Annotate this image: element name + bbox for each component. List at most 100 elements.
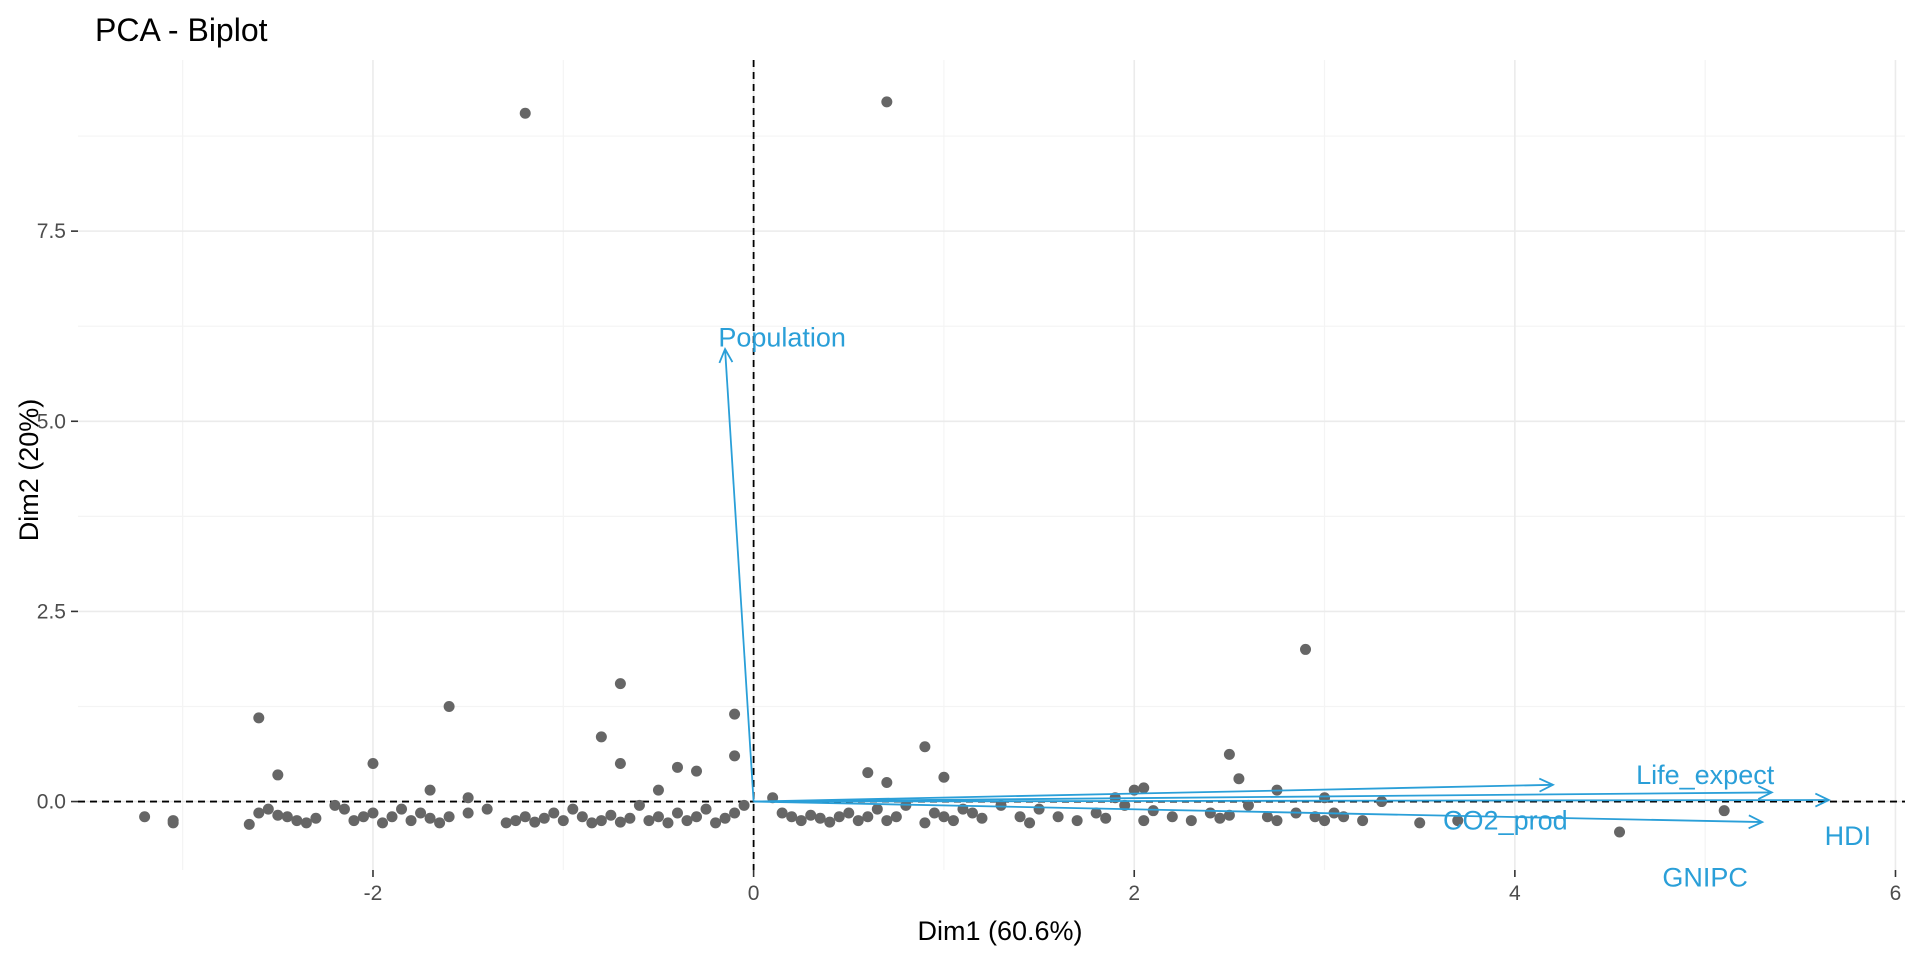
data-point (843, 807, 855, 819)
data-point (938, 771, 950, 783)
data-point (1309, 811, 1321, 823)
data-point (1271, 815, 1283, 827)
data-point (272, 809, 284, 821)
data-point (862, 811, 874, 823)
data-point (691, 811, 703, 823)
data-point (871, 803, 883, 815)
data-point (795, 815, 807, 827)
variable-arrow (753, 791, 1772, 803)
data-point (1100, 812, 1112, 824)
data-point (1090, 807, 1102, 819)
data-point (519, 107, 531, 119)
data-point (434, 817, 446, 829)
data-point (805, 809, 817, 821)
data-point (862, 767, 874, 779)
data-point (881, 815, 893, 827)
variable-label: Population (718, 323, 846, 353)
data-point (919, 741, 931, 753)
y-tick-label: 7.5 (37, 220, 66, 243)
data-point (1033, 803, 1045, 815)
data-point (1300, 643, 1312, 655)
data-point (424, 812, 436, 824)
data-point (671, 761, 683, 773)
data-point (662, 817, 674, 829)
data-point (281, 811, 293, 823)
data-point (1071, 815, 1083, 827)
data-point (377, 817, 388, 829)
data-point (833, 811, 845, 823)
data-point (481, 803, 493, 815)
variable-label: Life_expect (1636, 760, 1775, 790)
data-point (1223, 748, 1235, 760)
data-point (614, 678, 626, 690)
data-point (624, 812, 636, 824)
y-tick-label: 5.0 (37, 410, 66, 433)
data-point (396, 803, 408, 815)
data-point (691, 765, 703, 777)
data-point (529, 816, 541, 828)
x-tick-label: 6 (1890, 882, 1902, 905)
data-point (681, 815, 693, 827)
chart-title: PCA - Biplot (95, 12, 268, 48)
data-point (738, 799, 750, 811)
x-tick-label: -2 (364, 882, 383, 905)
variable-label: HDI (1825, 821, 1872, 851)
data-point (852, 815, 864, 827)
data-point (462, 807, 474, 819)
data-point (776, 807, 788, 819)
data-point (814, 812, 826, 824)
data-point (519, 811, 531, 823)
data-point (995, 799, 1007, 811)
variable-label: GNIPC (1662, 863, 1748, 893)
data-point (253, 807, 265, 819)
data-point (605, 809, 617, 821)
variable-label: CO2_prod (1443, 806, 1568, 836)
data-point (291, 815, 303, 827)
data-point (310, 812, 322, 824)
data-point (652, 811, 664, 823)
data-point (300, 817, 312, 829)
data-point (786, 811, 798, 823)
data-point (976, 812, 988, 824)
data-point (890, 811, 902, 823)
data-point (614, 758, 626, 770)
data-point (1204, 807, 1216, 819)
data-point (919, 817, 931, 829)
data-point (538, 812, 550, 824)
data-point (1119, 799, 1131, 811)
data-point (272, 769, 284, 781)
x-tick-label: 0 (748, 882, 760, 905)
data-point (415, 807, 427, 819)
data-point (595, 815, 607, 827)
data-point (928, 807, 940, 819)
data-point (500, 817, 512, 829)
data-point (1242, 799, 1254, 811)
data-point (443, 811, 455, 823)
data-point (1214, 812, 1226, 824)
data-point (729, 807, 741, 819)
data-point (1014, 811, 1026, 823)
data-point (1138, 815, 1150, 827)
data-point (567, 803, 579, 815)
data-point (348, 815, 360, 827)
plot-area: -2 0 2 4 6 0.0 2.5 5.0 7.5 Population Life_expect C… (37, 60, 1905, 905)
data-point (1261, 811, 1273, 823)
data-point (1414, 817, 1426, 829)
variable-arrow (753, 783, 1553, 803)
data-point (510, 815, 522, 827)
data-point (710, 817, 722, 829)
x-tick-label: 2 (1128, 882, 1140, 905)
data-point (1233, 773, 1245, 785)
data-point (357, 811, 369, 823)
variable-arrowhead (1814, 792, 1831, 808)
data-point (405, 815, 417, 827)
data-point (367, 807, 379, 819)
data-point (262, 803, 274, 815)
data-point (1052, 811, 1064, 823)
data-point (881, 96, 893, 108)
y-tick-label: 2.5 (37, 600, 66, 623)
data-point (586, 817, 598, 829)
data-point (881, 777, 893, 789)
data-point (1185, 815, 1197, 827)
